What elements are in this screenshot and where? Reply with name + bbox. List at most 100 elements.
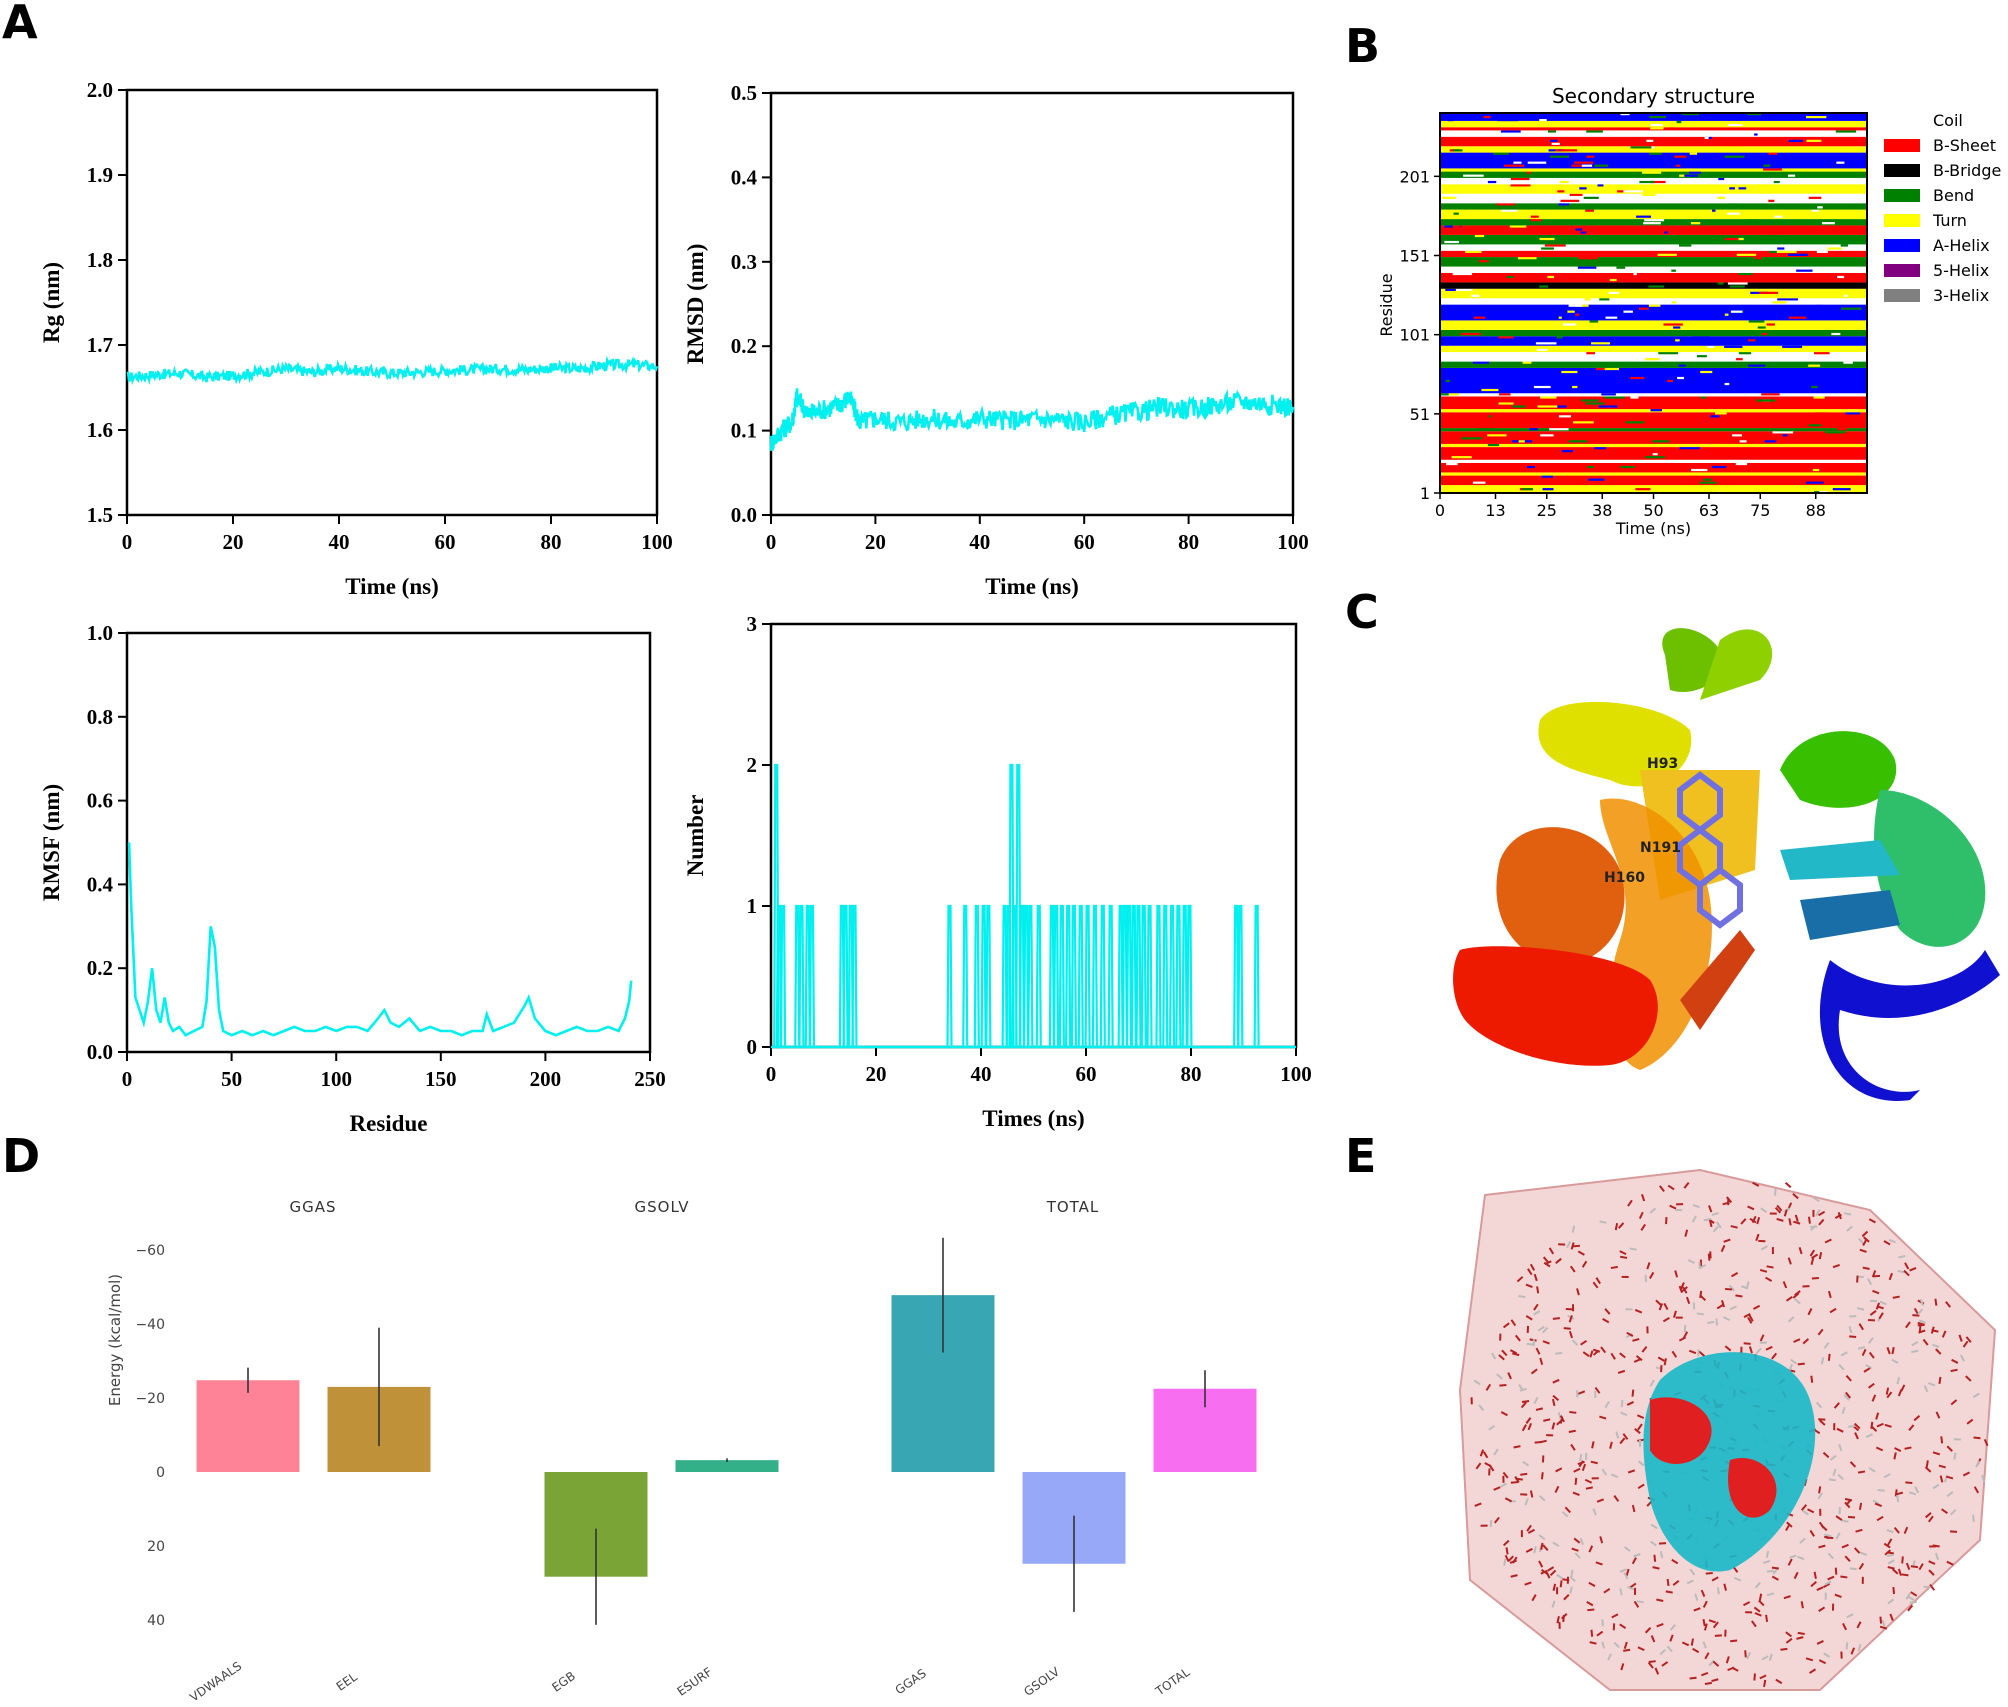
water-molecule	[1601, 1641, 1606, 1649]
ss-xtick-label: 25	[1537, 501, 1557, 520]
water-molecule	[1849, 1461, 1857, 1468]
water-molecule	[1559, 1415, 1565, 1423]
water-molecule	[1785, 1296, 1793, 1302]
water-molecule	[1891, 1568, 1899, 1575]
water-molecule	[1595, 1277, 1601, 1285]
ss-noise	[1774, 215, 1783, 218]
water-molecule	[1641, 1345, 1648, 1353]
water-molecule	[1872, 1499, 1880, 1506]
ss-noise	[1580, 231, 1587, 234]
water-molecule	[1559, 1580, 1563, 1588]
water-molecule	[1674, 1270, 1679, 1278]
ss-noise	[1575, 313, 1580, 316]
water-molecule	[1538, 1534, 1546, 1541]
water-molecule	[1793, 1338, 1801, 1343]
water-molecule	[1493, 1448, 1499, 1456]
ss-noise	[1559, 180, 1569, 184]
ss-noise	[1473, 231, 1482, 234]
ss-xtick-label: 63	[1699, 501, 1719, 520]
ss-noise	[1558, 316, 1562, 319]
water-molecule	[1823, 1533, 1832, 1538]
water-molecule	[1763, 1559, 1771, 1564]
water-molecule	[1493, 1516, 1500, 1524]
water-molecule	[1888, 1272, 1893, 1281]
water-molecule	[1807, 1508, 1815, 1514]
water-molecule	[1569, 1330, 1573, 1339]
ss-noise	[1561, 370, 1578, 374]
ss-noise	[1471, 294, 1480, 297]
water-molecule	[1687, 1259, 1695, 1264]
water-molecule	[1671, 1350, 1678, 1358]
water-molecule	[1910, 1591, 1918, 1597]
ss-noise	[1649, 116, 1666, 119]
water-molecule	[1846, 1225, 1853, 1232]
water-molecule	[1568, 1315, 1573, 1323]
water-molecule	[1755, 1233, 1760, 1242]
ss-noise	[1815, 116, 1827, 119]
ss-noise	[1625, 421, 1645, 424]
water-molecule	[1913, 1415, 1921, 1422]
ss-noise	[1562, 323, 1577, 326]
water-molecule	[1542, 1326, 1549, 1334]
hbond-number-chart: 0 20 40 60 80 100 0 1 2 3 Times (ns) Number	[683, 612, 1312, 1131]
water-molecule	[1818, 1251, 1823, 1260]
water-molecule	[1898, 1255, 1906, 1259]
water-molecule	[1711, 1678, 1719, 1683]
water-molecule	[1883, 1473, 1891, 1479]
water-molecule	[1522, 1460, 1530, 1467]
water-molecule	[1627, 1469, 1636, 1474]
ss-noise	[1650, 123, 1663, 127]
rg-xtick-label: 20	[223, 530, 244, 554]
water-molecule	[1975, 1460, 1980, 1468]
water-molecule	[1610, 1352, 1616, 1360]
ss-noise	[1679, 447, 1700, 450]
water-molecule	[1889, 1613, 1894, 1621]
ss-noise	[1736, 358, 1743, 361]
ss-noise	[1588, 478, 1605, 481]
water-molecule	[1683, 1182, 1690, 1189]
water-molecule	[1678, 1336, 1687, 1342]
water-molecule	[1716, 1303, 1724, 1310]
water-molecule	[1603, 1587, 1611, 1594]
water-molecule	[1661, 1661, 1669, 1667]
water-molecule	[1868, 1218, 1876, 1224]
water-molecule	[1473, 1379, 1481, 1386]
ss-noise	[1522, 361, 1532, 364]
water-molecule	[1577, 1460, 1585, 1465]
water-molecule	[1922, 1338, 1929, 1346]
ss-noise	[1474, 234, 1485, 238]
water-molecule	[1659, 1185, 1665, 1193]
sheet-red-orange	[1680, 930, 1755, 1030]
ss-noise	[1623, 190, 1644, 193]
ss-noise	[1755, 257, 1762, 260]
water-molecule	[1901, 1573, 1909, 1577]
water-molecule	[1909, 1267, 1917, 1272]
water-molecule	[1571, 1339, 1579, 1346]
ss-band-turn	[1440, 288, 1867, 299]
ss-band-coil	[1440, 459, 1867, 463]
rg-xtick-label: 60	[435, 530, 456, 554]
water-molecule	[1861, 1230, 1869, 1238]
ss-noise	[1709, 294, 1729, 297]
ss-noise	[1584, 298, 1591, 301]
water-molecule	[1747, 1316, 1753, 1324]
water-molecule	[1533, 1396, 1539, 1405]
water-molecule	[1637, 1460, 1645, 1467]
ss-noise	[1521, 488, 1534, 491]
rmsd-ytick-label: 0.0	[731, 503, 757, 527]
water-molecule	[1644, 1627, 1652, 1634]
ss-noise	[1447, 443, 1456, 447]
hbonds-spike	[973, 904, 980, 1048]
ss-noise	[1544, 244, 1566, 247]
water-molecule	[1810, 1224, 1817, 1232]
hbonds-spike	[798, 904, 805, 1048]
hbonds-spike	[962, 904, 969, 1048]
hbonds-spike	[794, 904, 801, 1048]
ss-noise	[1481, 388, 1499, 392]
water-molecule	[1766, 1265, 1774, 1269]
water-molecule	[1771, 1352, 1778, 1360]
ss-noise	[1737, 237, 1744, 241]
ss-noise	[1516, 168, 1521, 171]
water-molecule	[1520, 1472, 1528, 1476]
water-molecule	[1950, 1399, 1958, 1406]
